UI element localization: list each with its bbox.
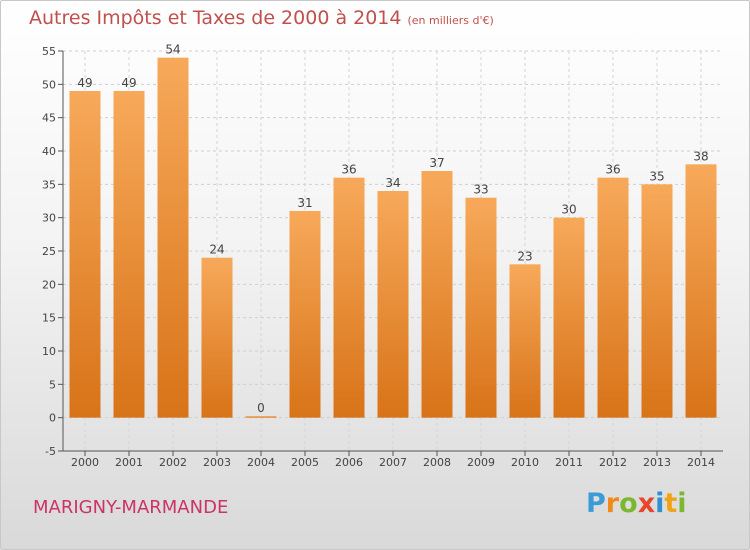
x-tick-label: 2000 xyxy=(71,456,99,469)
x-tick-label: 2014 xyxy=(687,456,715,469)
chart-subtitle: (en milliers d'€) xyxy=(407,14,494,27)
bar xyxy=(509,264,541,418)
data-label: 35 xyxy=(649,169,664,183)
x-tick-label: 2004 xyxy=(247,456,275,469)
y-tick-label: 0 xyxy=(49,412,56,425)
bar xyxy=(157,57,189,418)
bar xyxy=(289,211,321,418)
logo-letter: P xyxy=(586,488,606,519)
y-tick-label: 35 xyxy=(42,178,56,191)
bars xyxy=(69,57,717,418)
data-label: 38 xyxy=(693,149,708,163)
bar xyxy=(597,177,629,418)
x-tick-label: 2002 xyxy=(159,456,187,469)
logo-letter: o xyxy=(619,488,638,519)
bar xyxy=(685,164,717,418)
x-tick-label: 2013 xyxy=(643,456,671,469)
bar xyxy=(113,91,145,418)
data-label: 54 xyxy=(165,43,180,57)
data-label: 34 xyxy=(385,176,400,190)
y-tick-label: -5 xyxy=(45,445,56,458)
bar xyxy=(465,197,497,418)
x-tick-label: 2009 xyxy=(467,456,495,469)
data-label: 49 xyxy=(77,76,92,90)
y-tick-label: 30 xyxy=(42,212,56,225)
logo-letter: r xyxy=(605,488,620,519)
x-tick-label: 2011 xyxy=(555,456,583,469)
x-tick-label: 2010 xyxy=(511,456,539,469)
data-label: 36 xyxy=(341,163,356,177)
bar xyxy=(377,191,409,418)
x-tick-label: 2005 xyxy=(291,456,319,469)
chart-title: Autres Impôts et Taxes de 2000 à 2014 (en… xyxy=(29,7,494,29)
data-label: 23 xyxy=(517,249,532,263)
y-tick-label: 10 xyxy=(42,345,56,358)
y-tick-label: 20 xyxy=(42,278,56,291)
bar xyxy=(421,171,453,418)
logo-letter: i xyxy=(677,488,687,519)
logo-letter: x xyxy=(637,488,656,519)
x-tick-label: 2006 xyxy=(335,456,363,469)
logo-letter: t xyxy=(664,488,678,519)
proxiti-logo: Proxiti xyxy=(586,488,687,519)
logo-letter: i xyxy=(655,488,665,519)
y-tick-label: 15 xyxy=(42,312,56,325)
data-label: 30 xyxy=(561,203,576,217)
bar xyxy=(333,177,365,418)
y-tick-label: 45 xyxy=(42,112,56,125)
y-tick-label: 55 xyxy=(42,45,56,58)
data-label: 24 xyxy=(209,243,224,257)
data-label: 0 xyxy=(257,401,265,415)
y-tick-label: 5 xyxy=(49,378,56,391)
x-tick-label: 2003 xyxy=(203,456,231,469)
bar xyxy=(69,91,101,418)
data-label: 49 xyxy=(121,76,136,90)
data-label: 37 xyxy=(429,156,444,170)
x-tick-label: 2007 xyxy=(379,456,407,469)
data-labels: 49 49 54 24 0 31 36 34 37 33 23 30 36 35 38 xyxy=(77,43,708,415)
commune-name: MARIGNY-MARMANDE xyxy=(33,497,229,518)
bar xyxy=(201,257,233,418)
x-tick-label: 2012 xyxy=(599,456,627,469)
bar xyxy=(553,217,585,418)
data-label: 31 xyxy=(297,196,312,210)
data-label: 36 xyxy=(605,163,620,177)
bar xyxy=(245,416,277,418)
x-tick-label: 2001 xyxy=(115,456,143,469)
y-tick-label: 40 xyxy=(42,145,56,158)
y-tick-label: 25 xyxy=(42,245,56,258)
x-tick-label: 2008 xyxy=(423,456,451,469)
bar xyxy=(641,184,673,418)
data-label: 33 xyxy=(473,183,488,197)
y-tick-label: 50 xyxy=(42,78,56,91)
axes: -5 0 5 10 15 20 25 30 35 40 45 50 55 2000 2001 2002 2003… xyxy=(42,45,723,469)
chart-title-text: Autres Impôts et Taxes de 2000 à 2014 xyxy=(29,7,402,29)
